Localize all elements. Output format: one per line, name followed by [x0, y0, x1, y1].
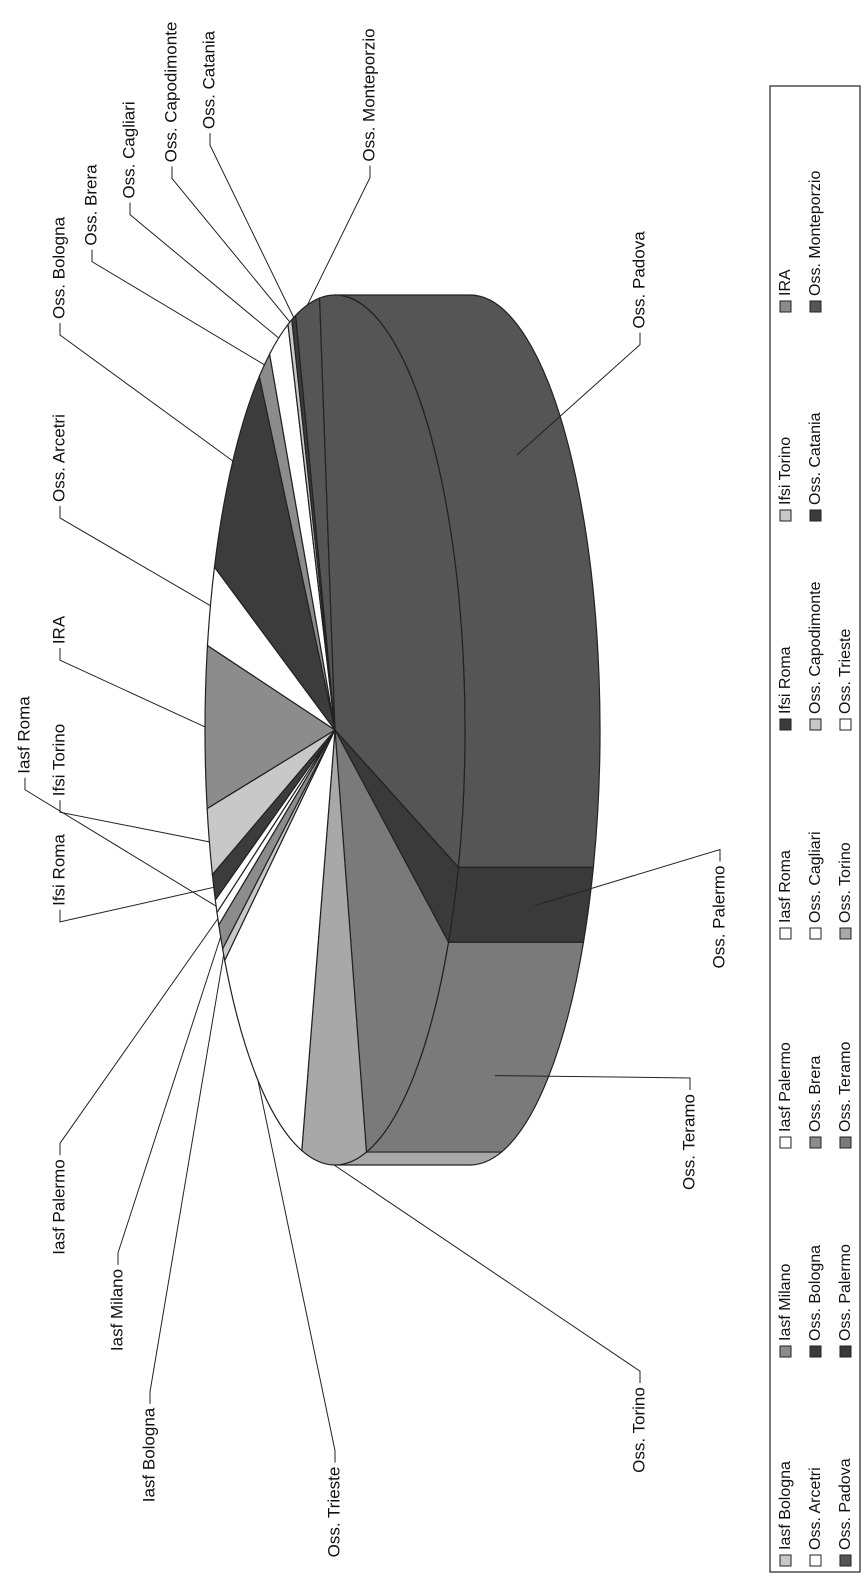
leader-line [59, 800, 210, 843]
pie-slice [204, 644, 337, 810]
legend-swatch [809, 718, 822, 731]
slice-label: Oss. Torino [629, 1387, 648, 1473]
legend-label: Iasf Milano [777, 1264, 794, 1341]
pie-slice [334, 729, 450, 1154]
legend-swatch [839, 927, 852, 940]
legend-swatch [809, 1554, 822, 1567]
leader-line [171, 166, 291, 323]
leader-line [117, 936, 222, 1265]
leader-line [494, 1075, 691, 1090]
pie-slice [301, 729, 368, 1166]
leader-line [59, 886, 214, 923]
leader-line [59, 505, 211, 607]
slice-label: Iasf Roma [14, 696, 33, 774]
legend-label: Oss. Cagliari [807, 831, 824, 923]
legend-swatch [839, 1136, 852, 1149]
slice-label: Oss. Catania [199, 30, 218, 129]
slice-label: Oss. Cagliari [119, 101, 138, 198]
leader-line [24, 777, 217, 907]
legend-label: IRA [777, 269, 794, 296]
leader-line [91, 249, 265, 366]
legend-label: Iasf Roma [777, 850, 794, 923]
legend-swatch [839, 718, 852, 731]
leader-line [149, 954, 225, 1404]
legend-box [769, 85, 861, 1573]
slice-label: Ifsi Torino [49, 724, 68, 796]
legend-label: Oss. Monteporzio [807, 171, 824, 296]
legend-label: Ifsi Roma [777, 646, 794, 714]
legend-label: Oss. Catania [807, 412, 824, 505]
legend-swatch [809, 509, 822, 522]
legend-label: Iasf Bologna [777, 1461, 794, 1550]
legend-label: Oss. Brera [807, 1055, 824, 1132]
legend-label: Oss. Bologna [807, 1245, 824, 1341]
legend-label: Oss. Teramo [837, 1042, 854, 1133]
legend-swatch [779, 1345, 792, 1358]
leader-line [534, 848, 721, 907]
slice-label: Oss. Monteporzio [359, 28, 378, 161]
leader-line [257, 1080, 336, 1463]
legend-label: Oss. Trieste [837, 629, 854, 714]
slice-label: Iasf Milano [107, 1269, 126, 1351]
legend-label: Oss. Arcetri [807, 1467, 824, 1550]
leader-line [333, 1164, 641, 1384]
legend-label: Oss. Capodimonte [807, 581, 824, 714]
legend-swatch [809, 300, 822, 313]
slice-label: Oss. Padova [629, 231, 648, 329]
legend-swatch [779, 300, 792, 313]
slice-label: Oss. Trieste [324, 1467, 343, 1558]
slice-label: Oss. Brera [81, 164, 100, 246]
slice-label: Oss. Bologna [49, 216, 68, 319]
leader-line [129, 202, 279, 339]
slice-label: IRA [49, 615, 68, 644]
legend-swatch [779, 927, 792, 940]
legend-swatch [839, 1345, 852, 1358]
legend-label: Oss. Palermo [837, 1244, 854, 1341]
slice-label: Oss. Palermo [709, 866, 728, 969]
legend-swatch [779, 509, 792, 522]
legend-swatch [839, 1554, 852, 1567]
rotated-frame: Iasf Bologna Iasf Milano Iasf Palermo Iasf … [14, 22, 861, 1573]
legend-swatch [779, 718, 792, 731]
leader-line [516, 332, 641, 456]
legend-label: Ifsi Torino [777, 437, 794, 505]
slice-label: Iasf Bologna [139, 1407, 158, 1502]
legend-swatch [779, 1136, 792, 1149]
slice-label: Oss. Teramo [679, 1094, 698, 1190]
leader-line [307, 165, 371, 306]
leader-line [59, 918, 219, 1156]
legend-swatch [809, 1136, 822, 1149]
legend-label: Oss. Padova [837, 1458, 854, 1550]
leader-line [59, 323, 234, 462]
leader-line [209, 133, 295, 318]
legend-swatch [809, 1345, 822, 1358]
legend: Iasf Bologna Iasf Milano Iasf Palermo Iasf … [769, 85, 861, 1573]
slice-label: Oss. Capodimonte [161, 22, 180, 163]
pie-slice [224, 729, 336, 1152]
pie-side [447, 866, 595, 943]
legend-swatch [779, 1554, 792, 1567]
pie-slice [213, 374, 336, 731]
legend-label: Oss. Torino [837, 842, 854, 923]
pie-slice [318, 294, 466, 869]
legend-label: Iasf Palermo [777, 1042, 794, 1132]
slice-label: Ifsi Roma [49, 834, 68, 906]
slice-label: Iasf Palermo [49, 1159, 68, 1254]
slice-label: Oss. Arcetri [49, 414, 68, 502]
leader-line [59, 648, 206, 728]
legend-swatch [809, 927, 822, 940]
